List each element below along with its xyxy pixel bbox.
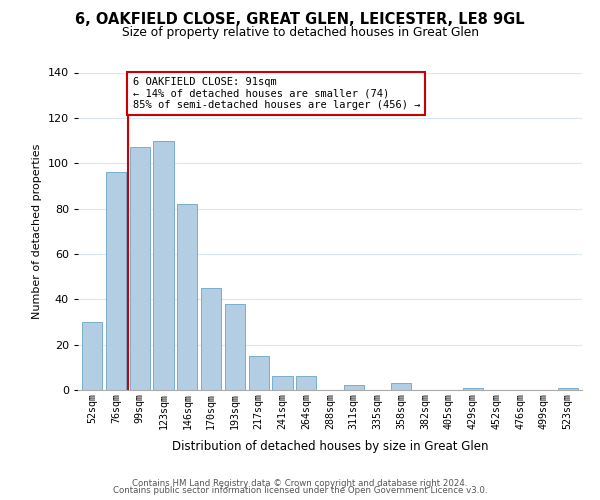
Bar: [344, 386, 364, 390]
Bar: [272, 376, 293, 390]
X-axis label: Distribution of detached houses by size in Great Glen: Distribution of detached houses by size …: [172, 440, 488, 453]
Bar: [154, 140, 173, 390]
Bar: [177, 204, 197, 390]
Text: Contains public sector information licensed under the Open Government Licence v3: Contains public sector information licen…: [113, 486, 487, 495]
Bar: [296, 376, 316, 390]
Bar: [130, 148, 150, 390]
Text: 6, OAKFIELD CLOSE, GREAT GLEN, LEICESTER, LE8 9GL: 6, OAKFIELD CLOSE, GREAT GLEN, LEICESTER…: [75, 12, 525, 28]
Bar: [201, 288, 221, 390]
Bar: [463, 388, 483, 390]
Text: Contains HM Land Registry data © Crown copyright and database right 2024.: Contains HM Land Registry data © Crown c…: [132, 478, 468, 488]
Bar: [391, 383, 412, 390]
Text: 6 OAKFIELD CLOSE: 91sqm
← 14% of detached houses are smaller (74)
85% of semi-de: 6 OAKFIELD CLOSE: 91sqm ← 14% of detache…: [133, 77, 420, 110]
Bar: [106, 172, 126, 390]
Bar: [557, 388, 578, 390]
Y-axis label: Number of detached properties: Number of detached properties: [32, 144, 42, 319]
Bar: [82, 322, 103, 390]
Text: Size of property relative to detached houses in Great Glen: Size of property relative to detached ho…: [121, 26, 479, 39]
Bar: [225, 304, 245, 390]
Bar: [248, 356, 269, 390]
